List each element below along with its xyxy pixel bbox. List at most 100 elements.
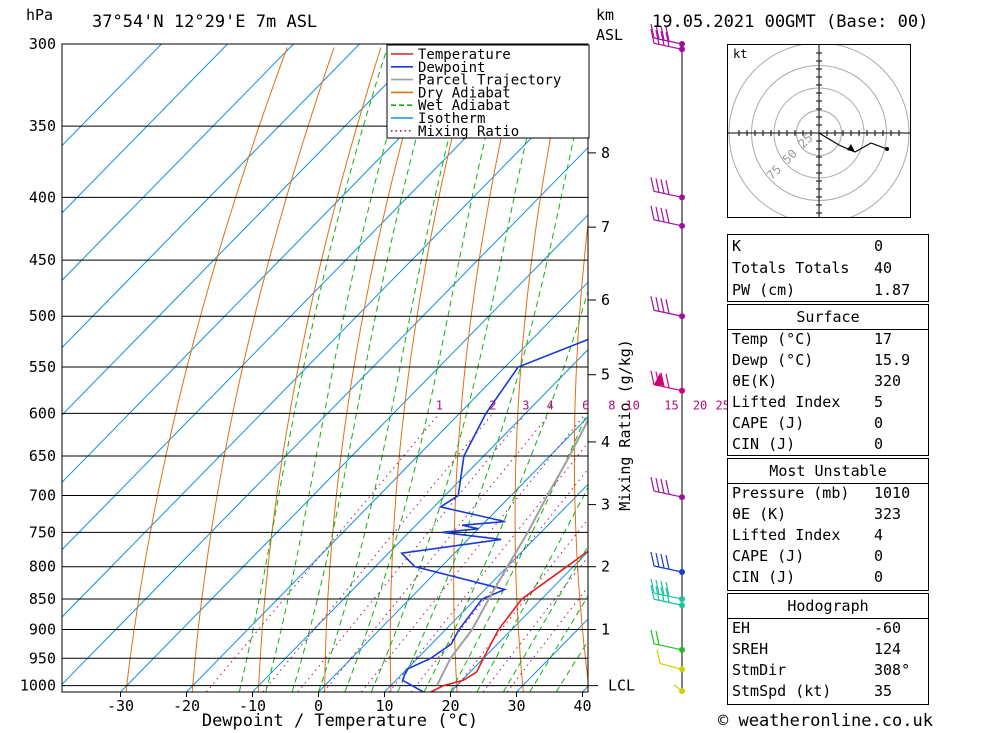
legend-label: Wet Adiabat [418,98,511,114]
mixing-ratio-label: 2 [489,398,496,412]
pressure-tick-label: 450 [29,251,56,269]
legend-label: Dewpoint [418,60,485,76]
surface-box: Surface Temp (°C) 17 Dewp (°C) 15.9 θE(K) 3… [727,304,929,456]
most-unstable-box: Most Unstable Pressure (mb) 1010 θE (K) 32… [727,458,929,591]
mu-row: CAPE (J) 0 [732,547,924,568]
pressure-tick-label: 500 [29,307,56,325]
index-row-totals: Totals Totals 40 [732,259,924,280]
wind-barb-feather [650,476,655,492]
wet-adiabat-line [450,410,588,692]
hodo-row: StmDir 308° [732,661,924,682]
hpa-unit-label: hPa [26,6,54,24]
index-label: Lifted Index [732,526,841,544]
mixing-ratio-axis-title: Mixing Ratio (g/kg) [616,339,634,511]
index-value: 320 [874,372,902,390]
most-unstable-title: Most Unstable [769,462,887,480]
temp-tick-label: 30 [507,697,525,715]
hodograph-panel: kt 25 50 75 [727,42,911,224]
height-tick-label: 1 [601,620,610,638]
index-value: 308° [874,661,911,679]
wind-barb-feather [655,206,660,221]
wind-barb-feather [650,29,655,44]
dry-adiabat-line [573,219,588,684]
wind-barb-feather [665,373,670,388]
pressure-tick-label: 600 [29,404,56,422]
legend-label: Dry Adiabat [418,85,511,101]
wind-barb-feather [665,479,670,495]
wind-barb-flag [654,372,664,386]
hodo-row: StmSpd (kt) 35 [732,682,924,703]
mixing-ratio-line [206,414,439,692]
temperature-profile [430,550,588,692]
index-value: 40 [874,259,893,277]
isotherm-line [62,44,360,349]
wind-barb-feather [665,26,670,42]
dry-adiabat-line [514,47,569,692]
wind-barb-feather [660,179,665,194]
wind-barb-feather [660,25,665,41]
index-label: SREH [732,640,769,658]
parcel-trajectory-profile [436,418,588,687]
hodograph-ring-label: 75 [764,162,784,182]
wind-barb-feather [656,649,661,664]
legend-label: Temperature [418,47,511,63]
index-label: CIN (J) [732,435,796,453]
isotherm-line [450,550,588,692]
index-value: 0 [874,414,884,432]
temp-tick-label: 20 [441,697,459,715]
hodo-row: EH -60 [732,619,924,640]
wind-barb-feather [655,297,660,312]
index-value: 0 [874,435,884,453]
mixing-ratio-label: 20 [693,398,707,412]
wind-barb-feather [665,180,670,195]
isotherm-line [62,44,228,214]
height-tick-label: 5 [601,366,610,384]
pressure-tick-label: 400 [29,188,56,206]
isotherm-line [318,416,588,692]
mixing-ratio-label: 15 [664,398,678,412]
mixing-ratio-line [506,586,588,692]
index-label: EH [732,619,751,637]
height-tick-label: 6 [601,291,610,309]
wet-adiabat-line [423,289,588,692]
index-label: CIN (J) [732,568,796,586]
surface-row: Dewp (°C) 15.9 [732,351,924,372]
plot-area [62,44,1000,693]
dry-adiabat-line [453,47,522,692]
isotherm-line [62,79,588,618]
mixing-ratio-label: 8 [608,398,615,412]
site-credit[interactable]: © weatheronline.co.uk [718,711,933,731]
pressure-tick-label: 700 [29,487,56,505]
sounding-datetime: 19.05.2021 00GMT (Base: 00) [652,12,929,32]
pressure-tick-label: 950 [29,649,56,667]
dry-adiabat-line [324,47,429,692]
wind-barb-feather [665,299,670,314]
wind-barb-shaft [659,662,683,670]
legend-label: Isotherm [418,111,485,127]
wind-barb-feather [665,588,670,603]
index-row-pw: PW (cm) 1.87 [732,281,924,302]
index-value: 323 [874,505,902,523]
wind-barb-feather [660,478,665,494]
wind-barb-feather [650,629,655,644]
isotherm-line [62,44,426,416]
index-label: K [732,237,742,255]
mu-row: θE (K) 323 [732,505,924,526]
dry-adiabat-line [191,47,335,692]
pressure-tick-label: 850 [29,590,56,608]
index-label: θE (K) [732,505,787,523]
station-location: 37°54'N 12°29'E 7m ASL [92,12,318,32]
pressure-tick-label: 650 [29,447,56,465]
pressure-tick-label: 550 [29,358,56,376]
index-label: θE(K) [732,372,778,390]
height-tick-label: 3 [601,496,610,514]
isotherm-line [62,44,162,147]
legend-label: Mixing Ratio [418,124,519,140]
wind-barb-feather [650,370,655,385]
km-unit-label: km [596,6,615,24]
wet-adiabat-line [291,47,442,692]
wind-barb-feather [665,208,670,223]
dry-adiabat-line [990,48,1000,693]
